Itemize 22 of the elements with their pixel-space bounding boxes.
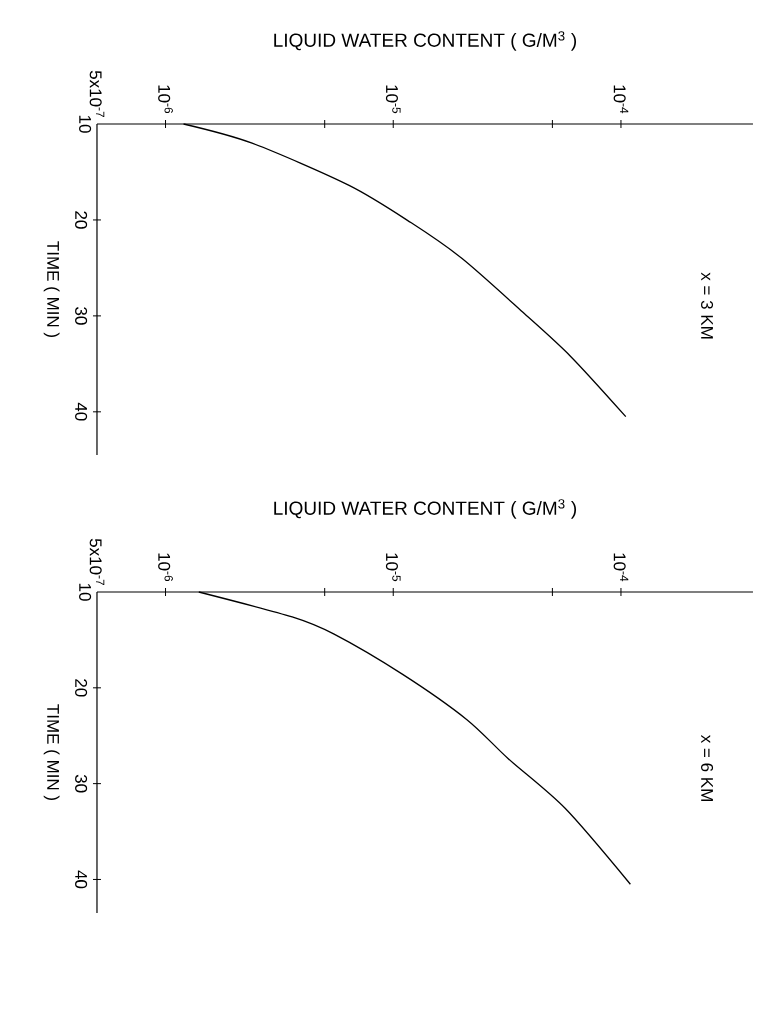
y-tick-label: 30 <box>75 307 88 325</box>
y-tick-label: 30 <box>75 774 88 793</box>
x-tick-label: 5x10$^{-7}$ <box>89 538 105 586</box>
x-tick-label: 10$^{-6}$ <box>158 85 173 114</box>
annotation: x = 6 KM <box>701 734 714 801</box>
x-tick-label: 10$^{-6}$ <box>158 553 173 582</box>
y-axis-title: TIME ( MIN ) <box>43 704 60 801</box>
y-tick-label: 10 <box>79 583 92 601</box>
annotation: x = 3 KM <box>701 272 714 339</box>
x-tick-label: 10$^{-5}$ <box>385 553 401 582</box>
y-axis-title: TIME ( MIN ) <box>43 241 60 338</box>
x-axis-title: LIQUID WATER CONTENT ( G/M$^{3}$ ) <box>274 499 577 519</box>
y-tick-label: 10 <box>79 115 92 133</box>
y-tick-label: 40 <box>75 402 88 421</box>
y-tick-label: 20 <box>75 211 88 229</box>
x-tick-label: 10$^{-4}$ <box>613 553 629 582</box>
x-tick-label: 10$^{-4}$ <box>613 85 629 114</box>
x-axis-title: LIQUID WATER CONTENT ( G/M$^{3}$ ) <box>274 31 577 51</box>
x-tick-label: 10$^{-5}$ <box>385 85 401 114</box>
y-tick-label: 40 <box>75 870 88 889</box>
y-tick-label: 20 <box>75 679 88 697</box>
x-tick-label: 5x10$^{-7}$ <box>89 70 105 118</box>
